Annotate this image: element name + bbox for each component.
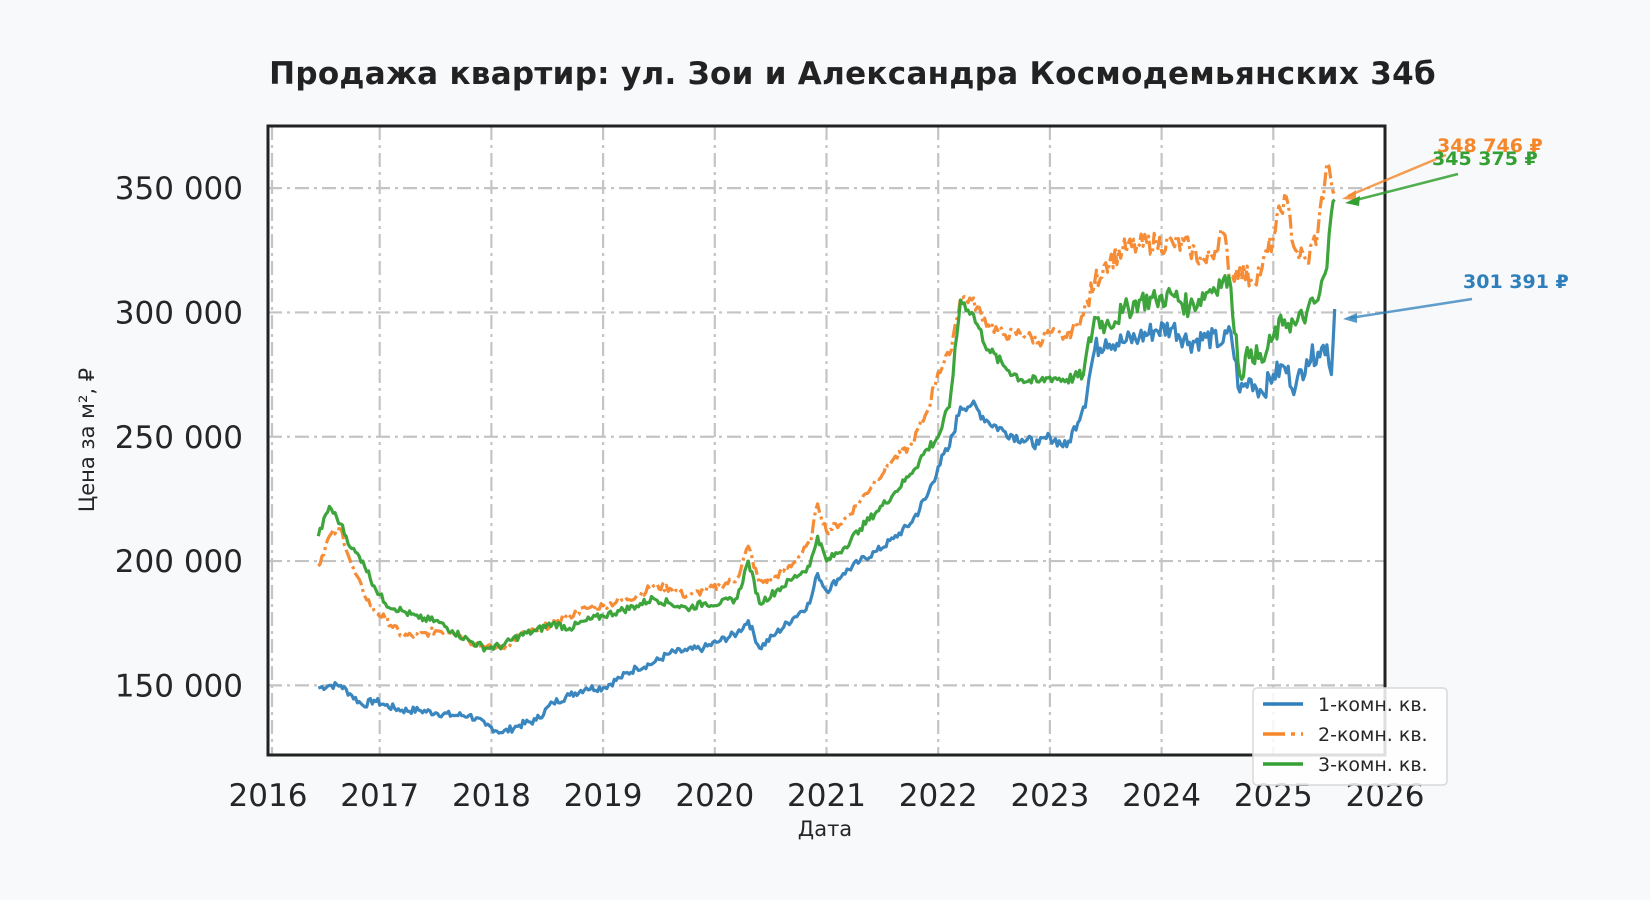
plot-frame xyxy=(266,124,1387,757)
series-line-2room xyxy=(317,161,1336,653)
y-tick-label: 150 000 xyxy=(115,668,243,704)
x-tick-label: 2016 xyxy=(229,778,308,814)
x-axis-ticks: 2016 2017 2018 2019 2020 2021 2022 2023 2024 2025… xyxy=(229,778,1425,814)
y-tick-label: 250 000 xyxy=(115,420,243,456)
grid-lines xyxy=(268,126,1385,755)
series-line-1room xyxy=(317,308,1337,735)
annotations: 348 746 ₽ 345 375 ₽ 301 391 ₽ xyxy=(1342,135,1569,323)
x-tick-label: 2023 xyxy=(1010,778,1089,814)
x-tick-label: 2019 xyxy=(564,778,643,814)
x-axis-label: Дата xyxy=(798,817,852,841)
series-line-3room xyxy=(316,198,1336,653)
legend-item-2room: 2-комн. кв. xyxy=(1263,724,1428,746)
annotation-arrow-2room xyxy=(1347,153,1447,198)
x-tick-label: 2017 xyxy=(340,778,419,814)
legend-item-1room: 1-комн. кв. xyxy=(1263,694,1428,716)
legend-box xyxy=(1252,687,1448,786)
y-axis-label: Цена за м², ₽ xyxy=(75,368,99,512)
x-tick-label: 2018 xyxy=(452,778,531,814)
legend-item-3room: 3-комн. кв. xyxy=(1263,754,1428,776)
arrow-head-icon xyxy=(1343,313,1357,323)
annotation-1room: 301 391 ₽ xyxy=(1463,271,1569,293)
y-tick-label: 350 000 xyxy=(115,171,243,207)
x-tick-label: 2020 xyxy=(675,778,754,814)
y-tick-label: 200 000 xyxy=(115,544,243,580)
y-tick-label: 300 000 xyxy=(115,295,243,331)
y-axis-ticks: 150 000 200 000 250 000 300 000 350 000 xyxy=(115,171,243,704)
legend: 1-комн. кв. 2-комн. кв. 3-комн. кв. xyxy=(1252,687,1448,786)
x-tick-label: 2021 xyxy=(787,778,866,814)
legend-label-2room: 2-комн. кв. xyxy=(1318,724,1428,746)
annotation-3room: 345 375 ₽ xyxy=(1432,148,1538,170)
annotation-2room: 348 746 ₽ xyxy=(1437,135,1543,157)
legend-label-3room: 3-комн. кв. xyxy=(1318,754,1428,776)
x-tick-label: 2022 xyxy=(899,778,978,814)
x-tick-label: 2024 xyxy=(1122,778,1201,814)
data-series xyxy=(316,161,1337,735)
annotation-arrow-1room xyxy=(1349,297,1473,320)
legend-label-1room: 1-комн. кв. xyxy=(1318,694,1428,716)
arrow-head-icon xyxy=(1345,196,1360,206)
arrow-head-icon xyxy=(1342,190,1356,200)
chart-title: Продажа квартир: ул. Зои и Александра Ко… xyxy=(269,56,1436,92)
annotation-arrow-3room xyxy=(1351,172,1459,203)
